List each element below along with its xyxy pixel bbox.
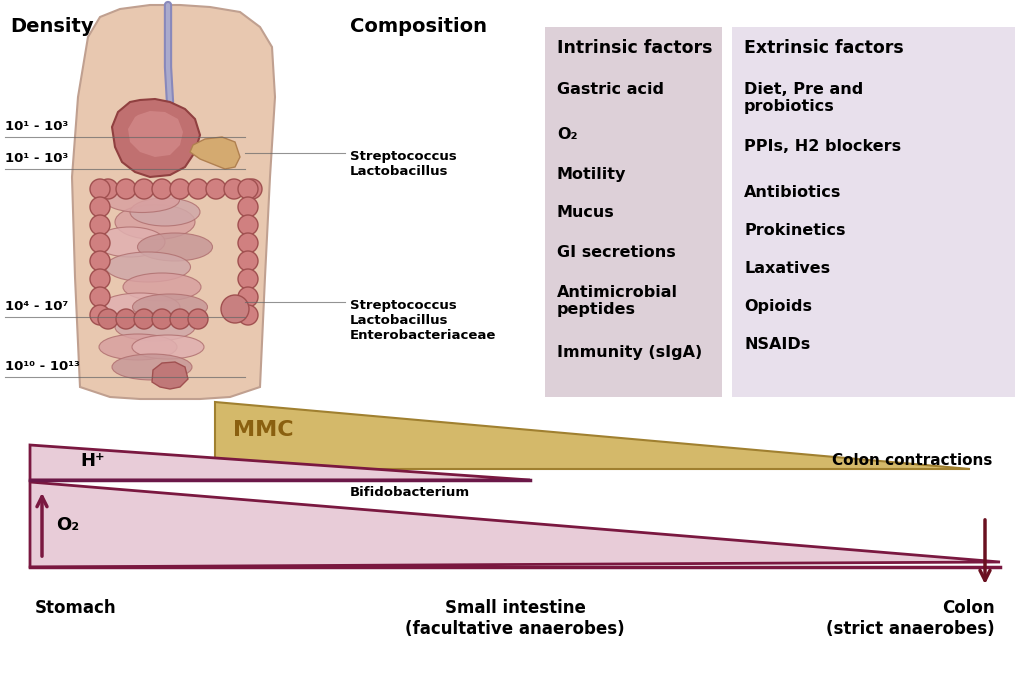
Circle shape — [152, 179, 172, 199]
Text: 10⁴ - 10⁷: 10⁴ - 10⁷ — [5, 300, 69, 313]
Circle shape — [90, 197, 110, 217]
Circle shape — [188, 309, 208, 329]
Text: O₂: O₂ — [56, 515, 79, 533]
Ellipse shape — [132, 294, 208, 320]
Text: Mucus: Mucus — [557, 205, 614, 220]
Bar — [545, 27, 722, 397]
Circle shape — [221, 295, 249, 323]
Ellipse shape — [95, 227, 165, 257]
Circle shape — [238, 197, 258, 217]
Text: Composition: Composition — [350, 17, 487, 36]
Ellipse shape — [112, 354, 193, 380]
Ellipse shape — [123, 273, 201, 301]
Circle shape — [238, 215, 258, 235]
Text: MMC: MMC — [233, 420, 294, 441]
Circle shape — [224, 179, 244, 199]
Polygon shape — [215, 402, 970, 469]
Polygon shape — [30, 445, 530, 480]
Circle shape — [90, 305, 110, 325]
Text: Density: Density — [10, 17, 93, 36]
Text: NSAIDs: NSAIDs — [744, 337, 810, 352]
Ellipse shape — [104, 188, 179, 213]
Text: Opioids: Opioids — [744, 299, 812, 314]
Circle shape — [238, 179, 258, 199]
Polygon shape — [112, 99, 200, 177]
Text: Streptococcus
Lactobacillus: Streptococcus Lactobacillus — [350, 150, 457, 178]
Polygon shape — [30, 482, 1000, 567]
Text: PPIs, H2 blockers: PPIs, H2 blockers — [744, 139, 901, 154]
Text: 10¹⁰ - 10¹³: 10¹⁰ - 10¹³ — [5, 360, 80, 373]
Text: GI secretions: GI secretions — [557, 245, 676, 260]
Text: Extrinsic factors: Extrinsic factors — [744, 39, 904, 57]
Circle shape — [116, 179, 136, 199]
Circle shape — [152, 309, 172, 329]
Text: Colon contractions: Colon contractions — [831, 453, 992, 468]
Circle shape — [90, 215, 110, 235]
Text: 10¹ - 10³: 10¹ - 10³ — [5, 120, 69, 133]
Circle shape — [90, 179, 110, 199]
Circle shape — [90, 233, 110, 253]
Ellipse shape — [132, 335, 204, 359]
Polygon shape — [72, 5, 275, 399]
Circle shape — [90, 287, 110, 307]
Ellipse shape — [115, 313, 195, 341]
Circle shape — [90, 269, 110, 289]
Text: Stomach: Stomach — [35, 599, 117, 617]
Circle shape — [134, 309, 154, 329]
Text: H⁺: H⁺ — [80, 452, 104, 470]
Circle shape — [238, 287, 258, 307]
Circle shape — [134, 179, 154, 199]
Circle shape — [188, 179, 208, 199]
Text: Motility: Motility — [557, 167, 627, 182]
Circle shape — [238, 269, 258, 289]
Ellipse shape — [99, 334, 177, 360]
Text: Prokinetics: Prokinetics — [744, 223, 846, 238]
Circle shape — [242, 179, 262, 199]
Text: Diet, Pre and
probiotics: Diet, Pre and probiotics — [744, 82, 863, 114]
Text: Antimicrobial
peptides: Antimicrobial peptides — [557, 285, 678, 318]
Circle shape — [98, 309, 118, 329]
Text: Antibiotics: Antibiotics — [744, 185, 842, 200]
Ellipse shape — [115, 204, 195, 240]
Circle shape — [206, 179, 226, 199]
Text: Bacteroides
Eubacterium
Clostridium
Ruminococcus
Bifidobacterium: Bacteroides Eubacterium Clostridium Rumi… — [350, 426, 470, 499]
Text: Streptococcus
Lactobacillus
Enterobacteriaceae: Streptococcus Lactobacillus Enterobacter… — [350, 299, 497, 342]
Polygon shape — [152, 362, 188, 389]
Circle shape — [116, 309, 136, 329]
Text: Gastric acid: Gastric acid — [557, 82, 664, 97]
Ellipse shape — [130, 198, 200, 226]
Text: Intrinsic factors: Intrinsic factors — [557, 39, 713, 57]
Text: Laxatives: Laxatives — [744, 261, 830, 276]
Polygon shape — [128, 111, 183, 157]
Circle shape — [98, 179, 118, 199]
Circle shape — [238, 233, 258, 253]
Circle shape — [238, 305, 258, 325]
Ellipse shape — [137, 233, 213, 261]
Circle shape — [90, 251, 110, 271]
Bar — [732, 27, 1015, 397]
Ellipse shape — [100, 293, 180, 321]
Text: 10¹ - 10³: 10¹ - 10³ — [5, 152, 69, 165]
Text: Colon
(strict anaerobes): Colon (strict anaerobes) — [826, 599, 995, 638]
Circle shape — [238, 251, 258, 271]
Text: O₂: O₂ — [557, 127, 578, 142]
Text: Immunity (sIgA): Immunity (sIgA) — [557, 345, 702, 360]
Polygon shape — [190, 137, 240, 169]
Circle shape — [170, 309, 190, 329]
Circle shape — [170, 179, 190, 199]
Text: Small intestine
(facultative anaerobes): Small intestine (facultative anaerobes) — [406, 599, 625, 638]
Ellipse shape — [105, 252, 190, 282]
